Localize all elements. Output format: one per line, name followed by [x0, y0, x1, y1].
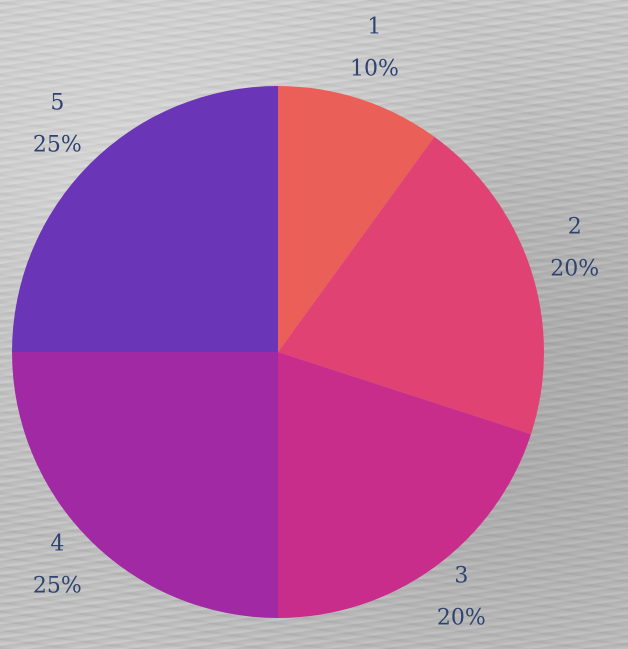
slice-label-2-category: 2 [568, 215, 582, 240]
slice-label-4-category: 4 [50, 532, 64, 557]
slice-label-4-percent: 25% [33, 574, 82, 599]
slice-label-2-percent: 20% [550, 257, 599, 282]
slice-label-1-percent: 10% [350, 56, 399, 81]
slice-label-3-category: 3 [454, 563, 468, 588]
pie-slice-4 [12, 352, 278, 618]
slice-label-5-category: 5 [50, 90, 64, 115]
slice-label-5-percent: 25% [33, 132, 82, 157]
pie-slice-2 [278, 136, 544, 435]
pie-slice-1 [278, 86, 435, 352]
slice-label-1-category: 1 [367, 14, 381, 39]
slice-label-3-percent: 20% [437, 605, 486, 630]
pie-slice-3 [278, 352, 531, 618]
pie-labels: 1 10% 2 20% 3 20% 4 25% 5 25% [33, 14, 599, 630]
pie-slice-5 [12, 86, 278, 352]
pie-slices [12, 86, 544, 618]
